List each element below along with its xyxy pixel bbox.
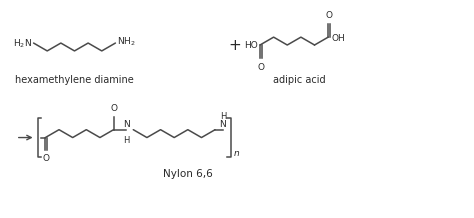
- Text: O: O: [326, 11, 333, 20]
- Text: n: n: [234, 149, 239, 158]
- Text: O: O: [110, 104, 117, 113]
- Text: H: H: [220, 112, 226, 121]
- Text: N: N: [219, 120, 227, 129]
- Text: H$_2$N: H$_2$N: [13, 38, 32, 50]
- Text: HO: HO: [244, 41, 258, 51]
- Text: N: N: [123, 120, 130, 129]
- Text: NH$_2$: NH$_2$: [118, 36, 136, 48]
- Text: O: O: [257, 63, 264, 72]
- Text: H: H: [123, 136, 129, 145]
- Text: Nylon 6,6: Nylon 6,6: [163, 169, 213, 179]
- Text: hexamethylene diamine: hexamethylene diamine: [15, 75, 134, 85]
- Text: O: O: [43, 154, 50, 163]
- Text: OH: OH: [331, 34, 345, 43]
- Text: +: +: [228, 37, 241, 53]
- Text: adipic acid: adipic acid: [273, 75, 325, 85]
